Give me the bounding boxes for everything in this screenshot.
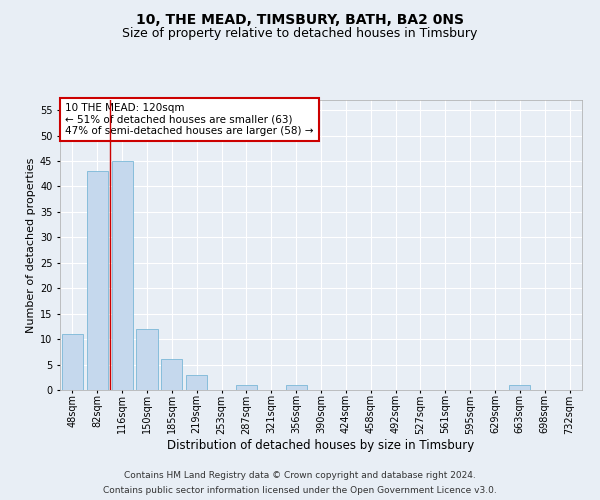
Text: Contains public sector information licensed under the Open Government Licence v3: Contains public sector information licen… — [103, 486, 497, 495]
Bar — [509, 385, 530, 390]
Bar — [87, 171, 108, 390]
X-axis label: Distribution of detached houses by size in Timsbury: Distribution of detached houses by size … — [167, 439, 475, 452]
Text: Contains HM Land Registry data © Crown copyright and database right 2024.: Contains HM Land Registry data © Crown c… — [124, 471, 476, 480]
Text: Size of property relative to detached houses in Timsbury: Size of property relative to detached ho… — [122, 28, 478, 40]
Bar — [286, 385, 307, 390]
Bar — [161, 360, 182, 390]
Y-axis label: Number of detached properties: Number of detached properties — [26, 158, 35, 332]
Bar — [62, 334, 83, 390]
Bar — [236, 385, 257, 390]
Bar — [186, 374, 207, 390]
Text: 10 THE MEAD: 120sqm
← 51% of detached houses are smaller (63)
47% of semi-detach: 10 THE MEAD: 120sqm ← 51% of detached ho… — [65, 103, 314, 136]
Text: 10, THE MEAD, TIMSBURY, BATH, BA2 0NS: 10, THE MEAD, TIMSBURY, BATH, BA2 0NS — [136, 12, 464, 26]
Bar — [112, 161, 133, 390]
Bar — [136, 329, 158, 390]
